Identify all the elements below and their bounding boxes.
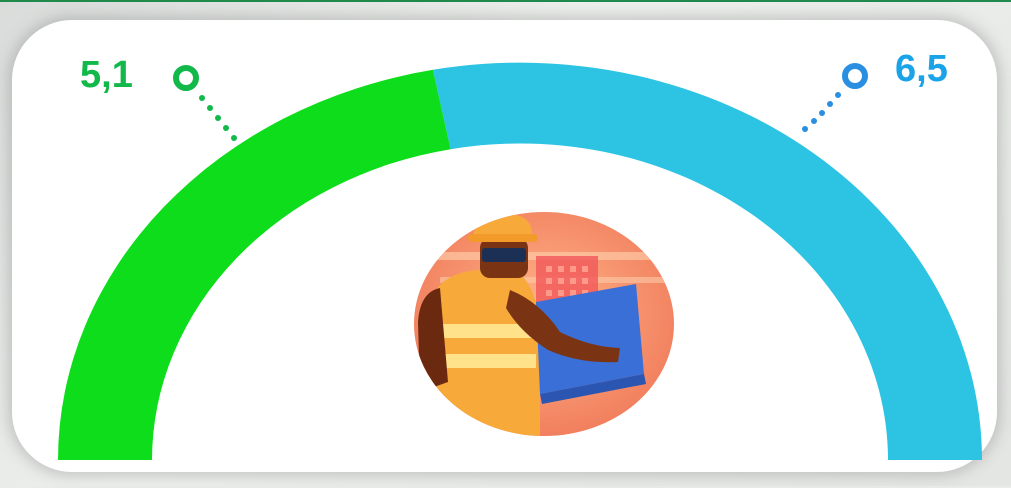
construction-worker-with-blueprint-icon [414,212,680,442]
value-right-label: 6,5 [895,50,948,88]
marker-left-ring-icon [176,68,196,88]
marker-left [176,68,237,141]
marker-right-ring-icon [845,66,865,86]
marker-right [802,66,865,132]
gauge-segment-left [58,70,451,460]
value-left-label: 5,1 [80,56,133,94]
